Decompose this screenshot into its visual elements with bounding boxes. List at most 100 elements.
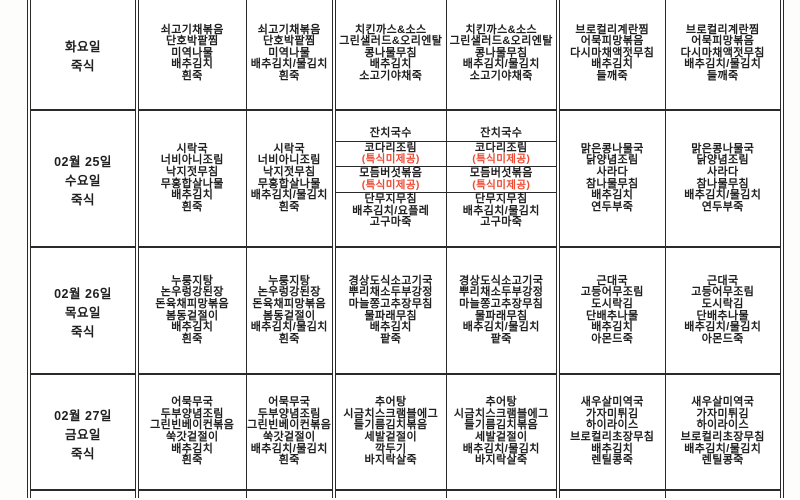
menu-item: 단배추나물 xyxy=(696,309,750,322)
menu-cell: 누룽지탕 논우렁강된장 돈육채피망볶음 봄동겉절이 배추김치 흰죽 xyxy=(135,247,246,374)
menu-block: 누룽지탕 논우렁강된장 돈육채피망볶음 봄동겉절이 배추김치 흰죽 xyxy=(139,275,246,346)
menu-item: 브로컬리초장무침 xyxy=(570,431,655,443)
menu-cell: 치킨까스&소스 그린샐러드&오리엔탈 콩나물무침 배추김치/물김치 소고기야채죽 xyxy=(445,0,558,110)
menu-item: 가자미튀김 xyxy=(696,407,750,420)
menu-item: 근대국 xyxy=(706,274,739,287)
menu-cell: 새우살미역국 가자미튀김 하이라이스 브로컬리초장무침 배추김치/물김치 렌틸콩죽 xyxy=(664,374,782,490)
menu-item: 연두부죽 xyxy=(591,200,634,213)
menu-item: 팥죽 xyxy=(490,332,512,345)
menu-item: 세발겉절이 xyxy=(364,431,418,443)
menu-item: 닭양념조림 xyxy=(585,154,639,167)
menu-item: 시금치스크램블에그 xyxy=(453,407,549,420)
menu-item: 봄동겉절이 xyxy=(262,309,316,322)
next-row-partial-cell xyxy=(135,490,246,498)
menu-item: 하이라이스 xyxy=(696,419,750,432)
menu-item: 브로컬리계란찜 xyxy=(575,23,650,36)
menu-item: 흰죽 xyxy=(181,332,203,345)
menu-item: 맑은콩나물국 xyxy=(691,142,755,155)
menu-item: 쇠고기채볶음 xyxy=(160,23,224,36)
menu-item: 연두부죽 xyxy=(701,200,744,213)
menu-item: 사라다 xyxy=(706,165,739,178)
menu-cell: 경상도식소고기국 뿌리채소두부강정 마늘쫑고추장무침 물파래무침 배추김치 팥죽 xyxy=(332,247,446,374)
menu-item: 흰죽 xyxy=(278,200,300,213)
menu-item: 돈육채피망볶음 xyxy=(155,297,230,310)
menu-item: 바지락살죽 xyxy=(474,454,528,467)
menu-block: 모듬버섯볶음 (특식미제공) xyxy=(336,166,446,192)
menu-cell: 치킨까스&소스 그린샐러드&오리엔탈 콩나물무침 배추김치 소고기야채죽 xyxy=(332,0,446,110)
menu-item: 봄동겉절이 xyxy=(165,309,219,322)
menu-item: 쑥갓겉절이 xyxy=(165,431,219,443)
menu-item: 흰죽 xyxy=(181,69,203,82)
menu-item: 단무지무침 xyxy=(474,193,528,206)
menu-item: 배추김치/물김치 xyxy=(462,58,540,71)
date-label: 02월 25일 xyxy=(54,155,112,169)
menu-cell: 어묵무국 두부양념조림 그린빈베이컨볶음 쑥갓겉절이 배추김치/물김치 흰죽 xyxy=(245,374,334,490)
date-label: 02월 27일 xyxy=(54,408,112,423)
menu-item: 논우렁강된장 xyxy=(257,286,321,299)
menu-item: 배추김치/물김치 xyxy=(462,204,540,217)
menu-item: 콩나물무침 xyxy=(474,46,528,59)
menu-block: 잔치국수 xyxy=(336,127,446,141)
menu-item: 모듬버섯볶음 xyxy=(359,167,423,180)
menu-item: 배추김치/물김치 xyxy=(462,321,540,334)
menu-block: 쇠고기채볶음 단호박팥찜 미역나물 배추김치/물김치 흰죽 xyxy=(247,24,333,84)
menu-item: 치킨까스&소스 xyxy=(465,23,537,36)
menu-block: 치킨까스&소스 그린샐러드&오리엔탈 콩나물무침 배추김치 소고기야채죽 xyxy=(336,24,446,84)
menu-item: 배추김치/물김치 xyxy=(250,442,328,455)
menu-block: 쇠고기채볶음 단호박팥찜 미역나물 배추김치 흰죽 xyxy=(139,24,246,84)
menu-cell: 브로컬리계란찜 어묵피망볶음 다시마채액젓무침 배추김치 들깨죽 xyxy=(556,0,665,110)
menu-item: 배추김치 xyxy=(369,321,412,334)
menu-item: 콩나물무침 xyxy=(364,46,418,59)
special-note: (특식미제공) xyxy=(361,153,420,166)
menu-item: 누룽지탕 xyxy=(171,274,214,287)
next-row-partial-cell xyxy=(445,490,558,498)
menu-item: 깍두기 xyxy=(374,442,407,455)
menu-item: 배추김치/물김치 xyxy=(250,321,328,334)
menu-item: 너비아니조림 xyxy=(160,154,224,167)
menu-block: 시락국 너비아니조림 낙지젓무침 무홍합살나물 배추김치/물김치 흰죽 xyxy=(247,143,333,214)
menu-item: 맑은콩나물국 xyxy=(580,142,644,155)
menu-block: 누룽지탕 논우렁강된장 돈육채피망볶음 봄동겉절이 배추김치/물김치 흰죽 xyxy=(247,275,333,346)
menu-row: 화요일 죽식 쇠고기채볶음 단호박팥찜 미역나물 배추김치 흰죽 쇠고기채볶음 단호박팥찜 미역나… xyxy=(29,0,782,110)
menu-item: 추어탕 xyxy=(485,396,518,409)
menu-item: 무홍합살나물 xyxy=(257,177,321,190)
menu-item: 어묵무국 xyxy=(268,396,311,409)
menu-item: 고구마죽 xyxy=(480,216,523,229)
menu-item: 세발겉절이 xyxy=(474,431,528,443)
day-label: 수요일 xyxy=(64,174,101,188)
day-label: 화요일 xyxy=(64,39,101,54)
meal-type-label: 죽식 xyxy=(70,446,95,461)
menu-item: 단무지무침 xyxy=(364,193,418,206)
menu-item: 들깨죽 xyxy=(596,69,629,82)
menu-item: 물파래무침 xyxy=(364,309,418,322)
menu-item: 들기름김치볶음 xyxy=(464,419,539,432)
menu-item: 브로컬리초장무침 xyxy=(680,431,765,443)
menu-item: 미역나물 xyxy=(268,46,311,59)
date-label: 02월 26일 xyxy=(54,287,112,301)
menu-block: 브로컬리계란찜 어묵피망볶음 다시마채액젓무침 배추김치 들깨죽 xyxy=(560,24,665,84)
menu-cell: 경상도식소고기국 뿌리채소두부강정 마늘쫑고추장무침 물파래무침 배추김치/물김치 팥죽 xyxy=(445,247,558,374)
menu-cell: 맑은콩나물국 닭양념조림 사라다 참나물무침 배추김치 연두부죽 xyxy=(556,110,665,247)
menu-item: 두부양념조림 xyxy=(257,407,321,420)
menu-item: 시락국 xyxy=(273,142,306,155)
menu-item: 어묵무국 xyxy=(171,396,214,409)
meal-type-label: 죽식 xyxy=(70,325,95,339)
menu-block: 근대국 고등어무조림 도시락김 단배추나물 배추김치/물김치 아몬드죽 xyxy=(666,275,781,346)
menu-item: 경상도식소고기국 xyxy=(348,274,433,287)
day-cell: 02월 27일 금요일 죽식 xyxy=(29,374,137,490)
menu-item: 잔치국수 xyxy=(480,127,523,140)
menu-cell: 잔치국수 코다리조림 (특식미제공) 모듬버섯볶음 (특식미제공) 단무지무침 배추김치/물… xyxy=(445,110,558,247)
menu-item: 돈육채피망볶음 xyxy=(252,297,327,310)
menu-item: 흰죽 xyxy=(181,200,203,213)
menu-item: 사라다 xyxy=(596,165,629,178)
menu-cell: 근대국 고등어무조림 도시락김 단배추나물 배추김치/물김치 아몬드죽 xyxy=(664,247,782,374)
next-row-partial-cell xyxy=(245,490,334,498)
menu-cell: 잔치국수 코다리조림 (특식미제공) 모듬버섯볶음 (특식미제공) 단무지무침 배추김치/요… xyxy=(332,110,446,247)
menu-item: 참나물무침 xyxy=(696,177,750,190)
menu-item: 누룽지탕 xyxy=(268,274,311,287)
menu-item: 도시락김 xyxy=(591,297,634,310)
menu-block: 경상도식소고기국 뿌리채소두부강정 마늘쫑고추장무침 물파래무침 배추김치 팥죽 xyxy=(336,275,446,346)
menu-item: 쇠고기채볶음 xyxy=(257,23,321,36)
menu-item: 배추김치 xyxy=(369,58,412,71)
